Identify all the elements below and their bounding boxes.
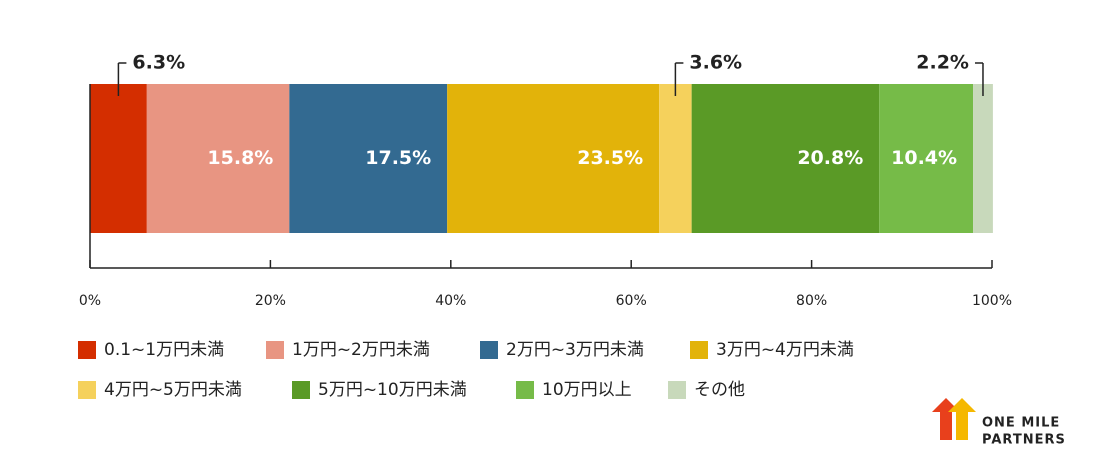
legend-swatch — [480, 341, 498, 359]
value-label: 17.5% — [365, 147, 431, 169]
legend-label: その他 — [694, 380, 745, 400]
legend-label: 10万円以上 — [542, 380, 632, 400]
x-tick-label: 0% — [79, 293, 101, 309]
value-label: 3.6% — [689, 52, 742, 74]
bar-segment — [879, 84, 974, 233]
x-tick-label: 40% — [435, 293, 466, 309]
value-label: 20.8% — [797, 147, 863, 169]
legend-label: 5万円~10万円未満 — [318, 380, 467, 400]
value-label: 15.8% — [207, 147, 273, 169]
x-tick-label: 80% — [796, 293, 827, 309]
legend-label: 0.1~1万円未満 — [104, 340, 224, 360]
x-tick-label: 100% — [972, 293, 1012, 309]
legend-label: 1万円~2万円未満 — [292, 340, 430, 360]
legend-swatch — [266, 341, 284, 359]
legend-label: 3万円~4万円未満 — [716, 340, 854, 360]
x-tick-label: 20% — [255, 293, 286, 309]
bar-segment — [289, 84, 448, 233]
logo-text: ONE MILE — [982, 416, 1060, 431]
logo-text: PARTNERS — [982, 433, 1066, 448]
legend-swatch — [516, 381, 534, 399]
value-label: 10.4% — [891, 147, 957, 169]
legend-swatch — [292, 381, 310, 399]
x-tick-label: 60% — [616, 293, 647, 309]
legend-swatch — [78, 381, 96, 399]
value-label: 6.3% — [132, 52, 185, 74]
bar-segment — [447, 84, 660, 233]
bar-segment — [691, 84, 880, 233]
legend-label: 2万円~3万円未満 — [506, 340, 644, 360]
logo-icon — [932, 398, 976, 440]
legend-label: 4万円~5万円未満 — [104, 380, 242, 400]
value-label: 23.5% — [577, 147, 643, 169]
bar-segment — [659, 84, 692, 233]
bar-segment — [973, 84, 993, 233]
legend-swatch — [78, 341, 96, 359]
legend-swatch — [690, 341, 708, 359]
bar-segment — [146, 84, 290, 233]
bar-segment — [90, 84, 147, 233]
legend-swatch — [668, 381, 686, 399]
value-label: 2.2% — [916, 52, 969, 74]
